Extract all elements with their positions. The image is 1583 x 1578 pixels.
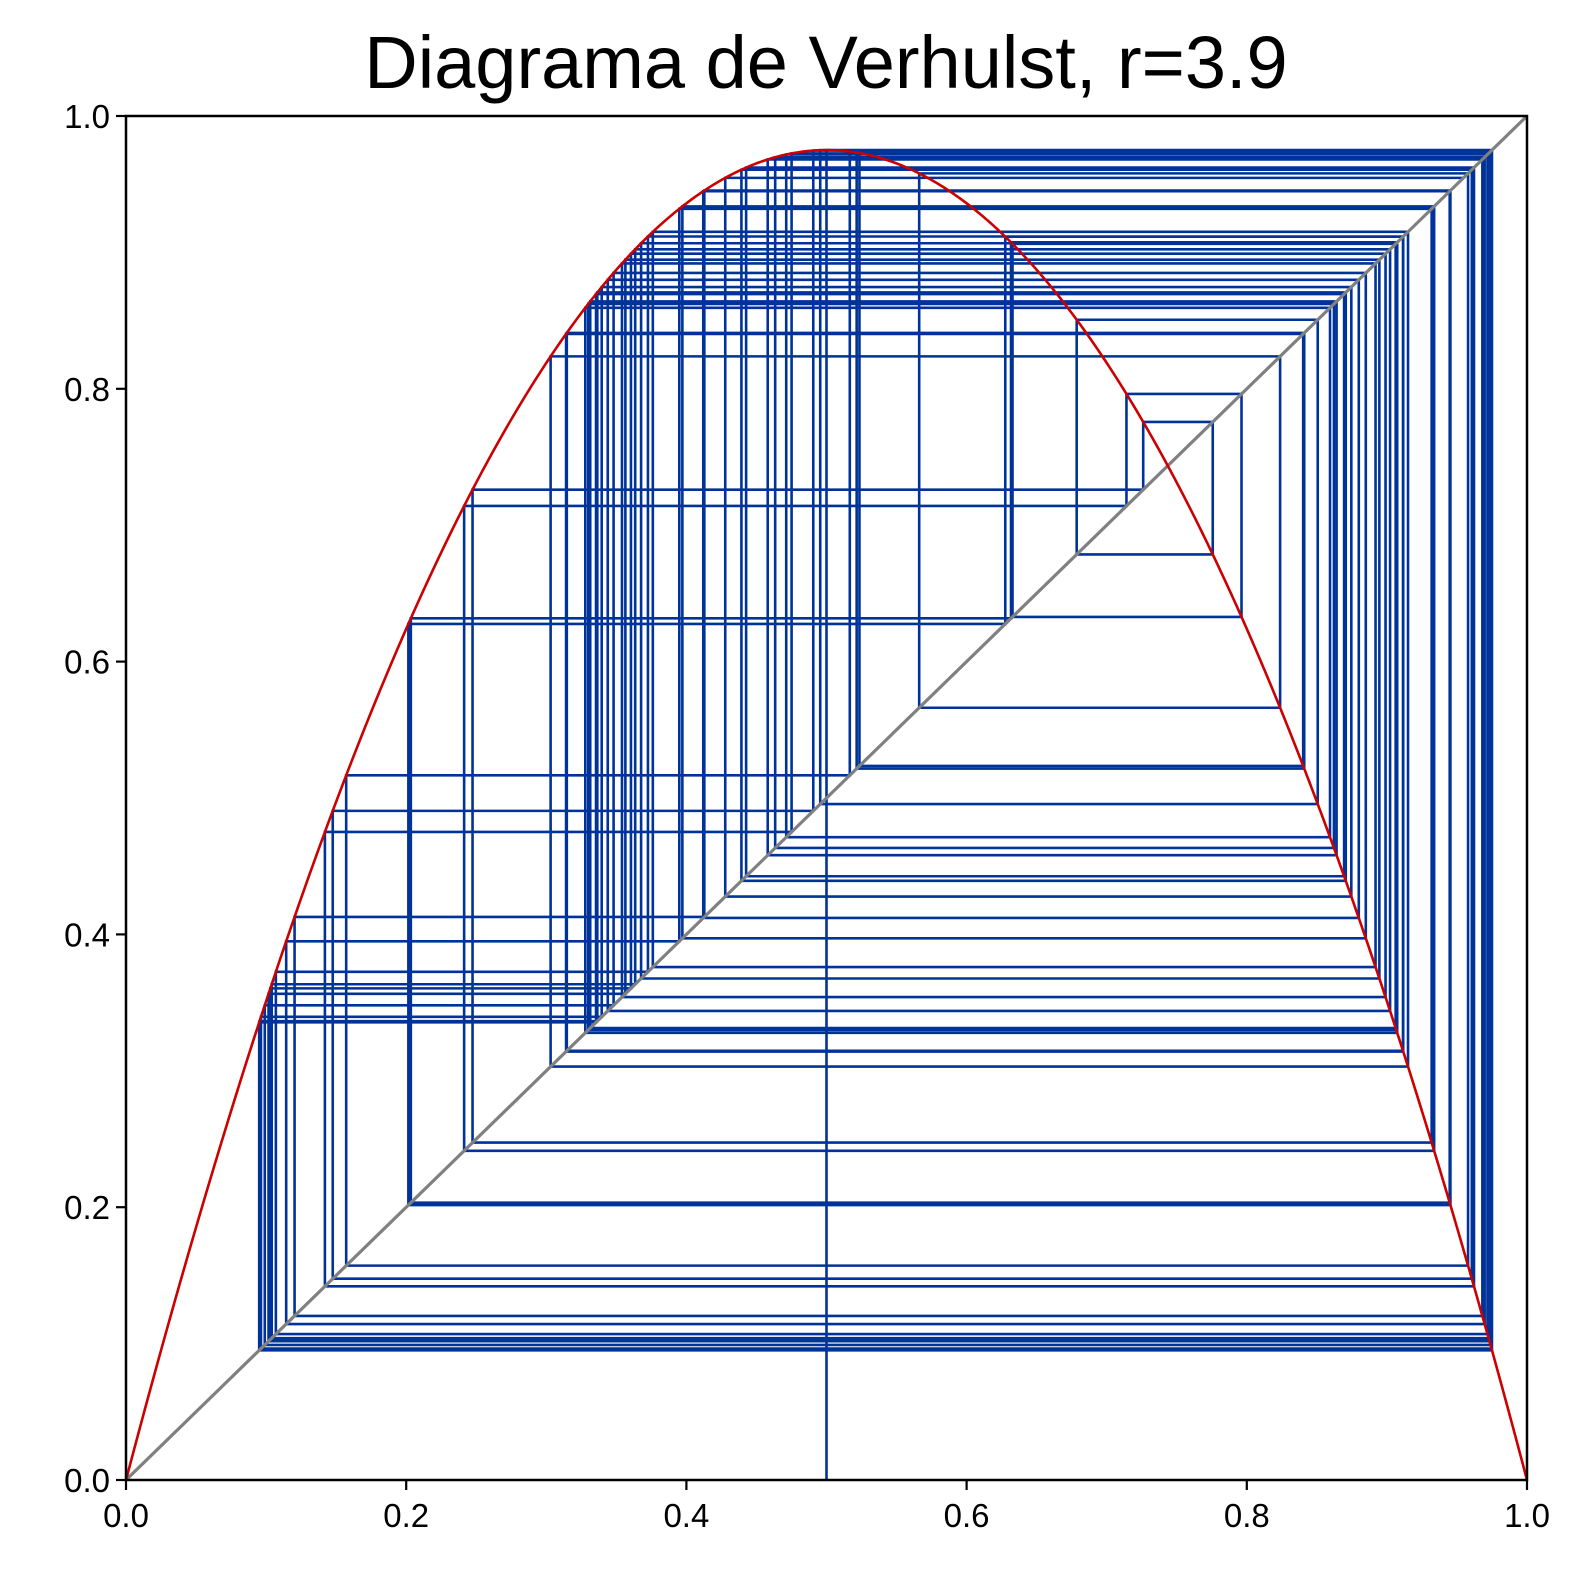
y-tick-label: 0.6	[64, 644, 110, 681]
x-axis: 0.0 0.2 0.4 0.6 0.8 1.0	[103, 1480, 1550, 1534]
x-tick-label: 0.8	[1224, 1497, 1270, 1534]
y-tick-label: 0.2	[64, 1189, 110, 1226]
logistic-curve-layer	[126, 148, 1527, 1480]
y-tick-label: 0.8	[64, 371, 110, 408]
logistic-map-curve	[126, 148, 1527, 1480]
x-tick-label: 0.6	[944, 1497, 990, 1534]
x-tick-label: 0.2	[383, 1497, 429, 1534]
identity-line	[126, 116, 1527, 1480]
identity-line-layer	[126, 116, 1527, 1480]
x-tick-label: 0.4	[663, 1497, 709, 1534]
x-tick-label: 1.0	[1504, 1497, 1550, 1534]
chart-title: Diagrama de Verhulst, r=3.9	[364, 21, 1287, 104]
y-tick-label: 0.4	[64, 916, 110, 953]
y-tick-label: 1.0	[64, 98, 110, 135]
x-tick-label: 0.0	[103, 1497, 149, 1534]
y-tick-label: 0.0	[64, 1462, 110, 1499]
axes-frame	[124, 114, 1529, 1482]
y-axis: 0.0 0.2 0.4 0.6 0.8 1.0	[64, 98, 126, 1499]
